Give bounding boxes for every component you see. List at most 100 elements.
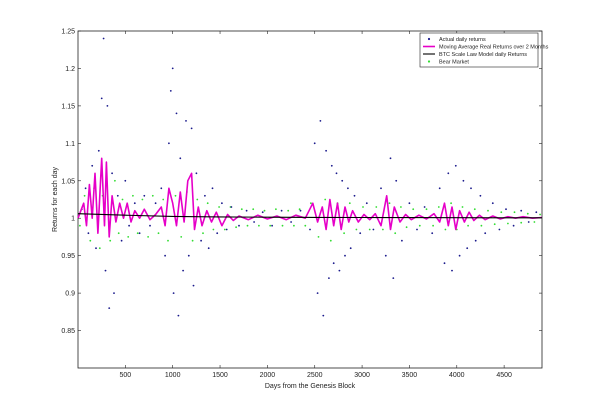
data-point xyxy=(365,202,368,205)
data-point xyxy=(491,202,494,205)
data-point xyxy=(505,208,507,211)
data-point xyxy=(533,221,536,223)
legend-marker xyxy=(427,60,431,63)
x-axis-label: Days from the Genesis Block xyxy=(265,383,356,390)
data-point xyxy=(132,194,134,197)
data-point xyxy=(418,224,421,227)
data-point xyxy=(143,194,146,197)
data-point xyxy=(443,262,446,265)
data-point xyxy=(444,228,447,231)
data-point xyxy=(185,120,187,122)
data-point xyxy=(355,228,358,231)
data-point xyxy=(328,277,330,279)
data-point xyxy=(147,236,150,238)
data-point xyxy=(238,224,240,227)
data-point xyxy=(466,247,469,250)
data-point xyxy=(195,172,198,175)
x-tick-label: 2000 xyxy=(260,372,276,379)
data-point xyxy=(507,222,509,225)
y-tick-label: 1.2 xyxy=(65,66,75,73)
y-tick-label: 0.95 xyxy=(61,253,75,260)
plot-area xyxy=(77,30,543,369)
data-point xyxy=(117,232,120,235)
data-point xyxy=(223,228,226,231)
data-point xyxy=(162,198,165,201)
data-point xyxy=(263,209,266,212)
data-point xyxy=(298,208,301,211)
data-point xyxy=(416,228,418,231)
data-point xyxy=(539,213,541,216)
data-point xyxy=(493,223,496,226)
data-point xyxy=(79,224,81,227)
data-point xyxy=(372,228,375,231)
axes-layer: 500 1000 1500 2000 2500 3000 3500 4000 4500 0.85 0… xyxy=(61,29,542,379)
data-point xyxy=(470,187,472,190)
data-point xyxy=(182,269,185,272)
data-point xyxy=(362,206,364,208)
data-point xyxy=(330,164,333,167)
data-point xyxy=(230,206,233,208)
data-point xyxy=(204,194,206,197)
data-point xyxy=(520,221,523,224)
data-point xyxy=(479,194,482,197)
data-point xyxy=(171,67,174,70)
data-point xyxy=(450,202,452,205)
data-point xyxy=(172,292,175,294)
data-point xyxy=(177,314,180,317)
data-point xyxy=(211,187,214,190)
data-point xyxy=(431,232,434,235)
data-point xyxy=(84,187,87,190)
legend: Actual daily returns Moving Average Real … xyxy=(419,32,549,68)
data-point xyxy=(175,112,178,115)
data-point xyxy=(207,247,210,250)
data-point xyxy=(258,224,260,227)
data-point xyxy=(322,314,325,317)
data-point xyxy=(344,254,346,257)
data-point xyxy=(206,202,209,205)
data-point xyxy=(98,247,101,250)
data-point xyxy=(347,187,349,190)
data-point xyxy=(325,149,327,152)
data-point xyxy=(109,239,112,242)
data-point xyxy=(269,224,272,227)
data-point xyxy=(271,224,273,227)
data-point xyxy=(458,254,461,257)
data-point xyxy=(111,172,113,175)
data-point xyxy=(332,262,335,265)
x-tick-label: 2500 xyxy=(307,372,323,379)
data-point xyxy=(484,232,487,235)
data-point xyxy=(341,179,344,182)
data-point xyxy=(454,164,457,167)
x-tick-label: 1000 xyxy=(165,372,181,379)
data-point xyxy=(149,224,151,227)
data-point xyxy=(127,236,130,238)
series-line xyxy=(77,157,543,238)
data-point xyxy=(202,232,204,235)
data-point xyxy=(412,208,415,211)
data-point xyxy=(180,236,183,238)
data-point xyxy=(100,97,103,100)
data-point xyxy=(192,284,195,287)
series-actual-daily-returns xyxy=(80,37,538,317)
data-point xyxy=(95,247,97,250)
data-point xyxy=(136,232,139,235)
data-point xyxy=(432,224,434,227)
data-point xyxy=(304,224,307,227)
data-point xyxy=(500,211,503,214)
data-point xyxy=(317,236,320,238)
data-point xyxy=(451,269,453,272)
data-point xyxy=(382,228,384,231)
data-point xyxy=(400,206,402,208)
data-point xyxy=(353,194,356,197)
data-point xyxy=(384,254,387,257)
data-point xyxy=(221,202,223,205)
data-point xyxy=(187,254,190,257)
data-point xyxy=(245,209,248,212)
data-point xyxy=(394,232,397,235)
data-point xyxy=(461,206,464,208)
data-point xyxy=(467,224,469,227)
data-point xyxy=(114,179,116,182)
data-point xyxy=(138,232,141,235)
data-point xyxy=(392,277,395,279)
